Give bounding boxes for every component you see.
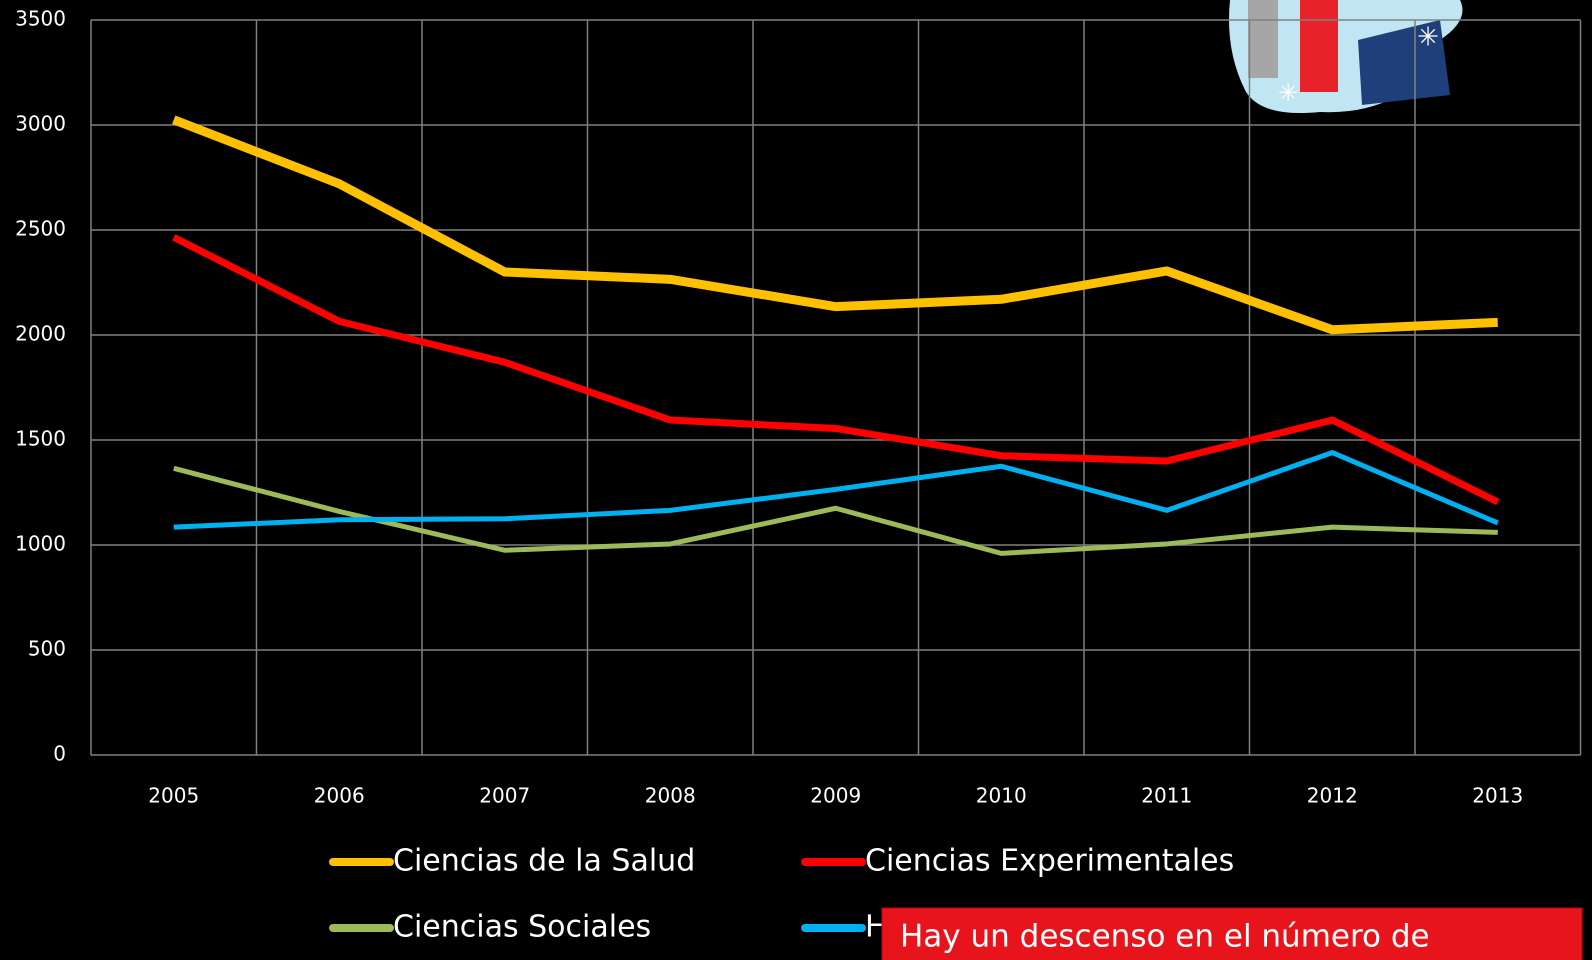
x-tick-label: 2013 xyxy=(1472,784,1523,808)
y-tick-label: 3000 xyxy=(15,112,66,136)
plot: 0 500 1000 1500 2000 2500 3000 3500 2005 2006 2007… xyxy=(15,7,1580,945)
y-tick-label: 500 xyxy=(28,637,66,661)
legend-label: Ciencias Sociales xyxy=(393,910,651,945)
series-line xyxy=(174,453,1498,528)
x-tick-label: 2011 xyxy=(1141,784,1192,808)
svg-text:✳: ✳ xyxy=(1278,79,1298,107)
y-tick-label: 2000 xyxy=(15,322,66,346)
y-tick-label: 3500 xyxy=(15,7,66,31)
svg-text:✳: ✳ xyxy=(1417,23,1439,53)
x-tick-label: 2005 xyxy=(148,784,199,808)
y-tick-label: 1000 xyxy=(15,532,66,556)
y-tick-label: 1500 xyxy=(15,427,66,451)
callout: Hay un descenso en el número de xyxy=(882,908,1582,960)
x-tick-label: 2006 xyxy=(314,784,365,808)
x-tick-label: 2009 xyxy=(810,784,861,808)
x-tick-label: 2008 xyxy=(645,784,696,808)
x-tick-label: 2007 xyxy=(479,784,530,808)
callout-text: Hay un descenso en el número de xyxy=(900,919,1430,955)
y-tick-label: 2500 xyxy=(15,217,66,241)
legend-label: Ciencias de la Salud xyxy=(393,844,695,879)
decoration: ✳ ✳ xyxy=(1229,0,1463,113)
y-tick-label: 0 xyxy=(53,742,66,766)
x-tick-label: 2010 xyxy=(976,784,1027,808)
series-line xyxy=(174,468,1498,553)
chart: ✳ ✳ 0 500 1000 1500 2000 2500 3000 3500 2005 2006… xyxy=(0,0,1592,960)
legend-label: Ciencias Experimentales xyxy=(865,844,1234,879)
series-line xyxy=(174,120,1498,330)
x-tick-label: 2012 xyxy=(1307,784,1358,808)
